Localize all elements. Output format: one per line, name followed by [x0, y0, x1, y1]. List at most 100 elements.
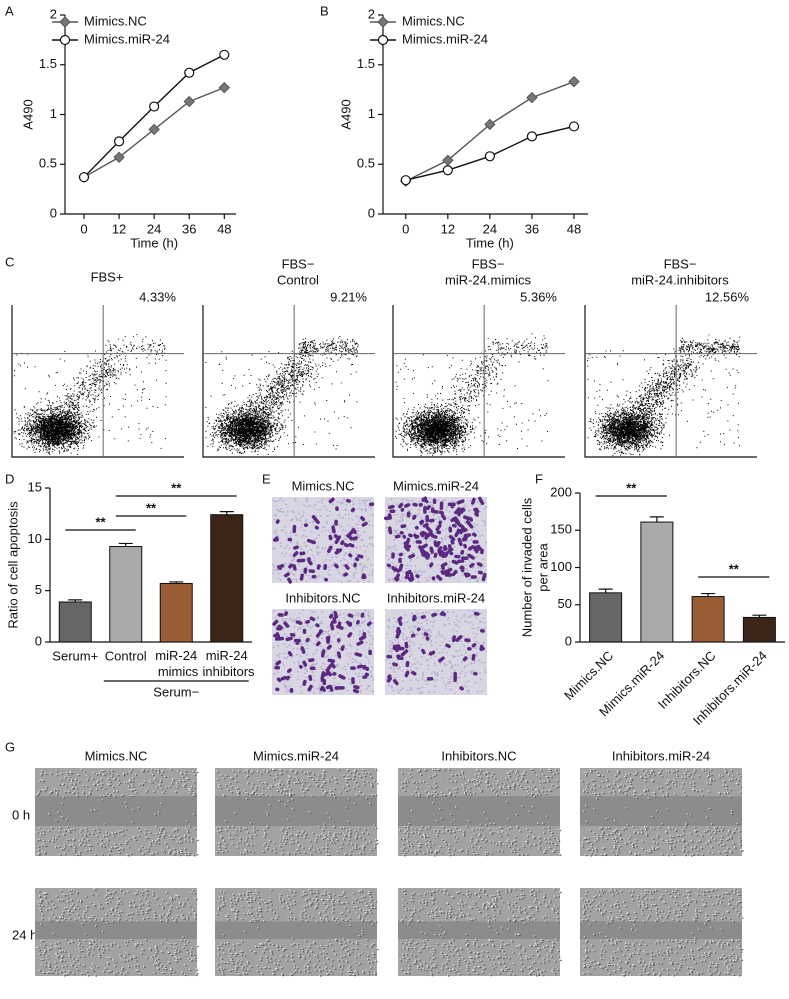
- y-axis-label: A490: [338, 99, 353, 129]
- marker: [219, 49, 230, 60]
- y-tick-label: 1.5: [357, 56, 375, 71]
- y-axis-label: Number of invaded cells: [519, 497, 534, 637]
- group-label: Serum−: [153, 684, 199, 699]
- wound-gap: [215, 796, 377, 827]
- label-line: mimics: [154, 664, 199, 679]
- x-tick-label: Mimics.NC: [561, 648, 616, 703]
- flow-title: miR-24.mimics: [445, 272, 531, 287]
- y-tick-label: 1: [50, 106, 57, 121]
- marker: [59, 34, 71, 46]
- flow-frame: [392, 305, 565, 458]
- cell-highlight: [36, 768, 197, 856]
- y-tick-label: 10: [28, 531, 42, 546]
- y-tick-label: 150: [550, 522, 572, 537]
- panel-label: E: [262, 471, 271, 486]
- x-tick-label: miR-24 inhibitors: [199, 648, 255, 679]
- wound-gap: [35, 921, 197, 940]
- flow-title: Control: [277, 272, 319, 287]
- x-tick-label: 24: [147, 221, 161, 236]
- series-line: [83, 54, 225, 178]
- significance-label: **: [146, 500, 157, 515]
- bar: [742, 616, 776, 643]
- cell-highlight: [399, 888, 560, 976]
- cell-highlight: [399, 768, 560, 856]
- transwell-label: Mimics.miR-24: [393, 478, 479, 493]
- x-tick-label: Serum+: [52, 648, 98, 663]
- x-tick-label: 36: [525, 221, 539, 236]
- y-tick-label: 1: [368, 106, 375, 121]
- significance-label: **: [626, 480, 637, 495]
- wound-column-label: Inhibitors.NC: [441, 748, 516, 763]
- x-tick-label: 48: [217, 221, 231, 236]
- stained-cells: [272, 610, 372, 694]
- cell-highlight: [581, 888, 742, 976]
- label-line: miR-24: [206, 648, 248, 663]
- legend-label: Mimics.NC: [402, 13, 465, 28]
- x-tick-label: 12: [112, 221, 126, 236]
- marker: [59, 16, 71, 28]
- label-line: miR-24: [155, 648, 197, 663]
- flow-title: FBS−: [664, 256, 697, 271]
- x-tick-label: 12: [441, 221, 455, 236]
- panel-label: G: [5, 739, 15, 754]
- cell-highlight: [216, 768, 377, 855]
- cell-shadow: [400, 889, 562, 977]
- stained-cells: [272, 497, 375, 584]
- x-axis-label: Time (h): [130, 235, 178, 250]
- marker: [526, 131, 538, 142]
- transwell-label: Mimics.NC: [292, 478, 355, 493]
- y-tick-label: 5: [35, 582, 42, 597]
- marker: [218, 81, 231, 94]
- marker: [400, 175, 411, 186]
- cell-shadow: [217, 769, 379, 856]
- error-bar: [219, 511, 234, 515]
- x-tick-label: 0: [402, 221, 409, 236]
- cell-highlight: [581, 768, 742, 856]
- marker: [183, 95, 195, 108]
- flow-events: [587, 334, 741, 456]
- stained-cells: [386, 611, 485, 691]
- flow-frame: [584, 305, 757, 458]
- wound-column-label: Mimics.miR-24: [253, 748, 339, 763]
- flow-percent: 5.36%: [520, 289, 557, 304]
- marker: [377, 16, 389, 28]
- flow-title: FBS+: [91, 269, 124, 284]
- bar: [640, 521, 674, 643]
- y-tick-label: 0: [35, 633, 42, 648]
- label-line: inhibitors: [199, 664, 255, 679]
- panel-label: F: [535, 471, 543, 486]
- y-tick-label: 0: [50, 205, 57, 220]
- cell-shadow: [582, 889, 744, 977]
- significance-label: **: [95, 514, 106, 529]
- x-tick-label: 36: [182, 221, 196, 236]
- marker: [113, 136, 125, 147]
- error-bar: [118, 542, 133, 547]
- x-tick-label: 0: [80, 221, 87, 236]
- wound-gap: [398, 796, 560, 827]
- wound-gap: [580, 921, 742, 940]
- marker: [113, 151, 125, 163]
- transwell-image: [272, 497, 374, 583]
- error-bar: [598, 588, 613, 593]
- legend-label: Mimics.miR-24: [84, 31, 170, 46]
- flow-percent: 12.56%: [705, 289, 750, 304]
- membrane-pores: [385, 609, 487, 695]
- y-tick-label: 0.5: [39, 156, 57, 171]
- panel-label: A: [5, 3, 14, 18]
- legend-label: Mimics.miR-24: [402, 31, 488, 46]
- y-tick-label: 2: [50, 6, 57, 21]
- marker: [148, 123, 160, 136]
- bar: [589, 592, 623, 643]
- bar: [109, 546, 143, 643]
- y-tick-label: 0.5: [357, 156, 375, 171]
- stained-cells: [383, 496, 487, 583]
- error-bar: [649, 516, 664, 523]
- flow-frame: [202, 305, 375, 458]
- y-tick-label: 2: [368, 6, 375, 21]
- flow-title: FBS−: [282, 256, 315, 271]
- flow-title: FBS−: [472, 256, 505, 271]
- wound-column-label: Mimics.NC: [85, 748, 148, 763]
- significance-label: **: [171, 480, 182, 495]
- y-axis-label: A490: [20, 99, 35, 129]
- flow-frame: [11, 305, 184, 458]
